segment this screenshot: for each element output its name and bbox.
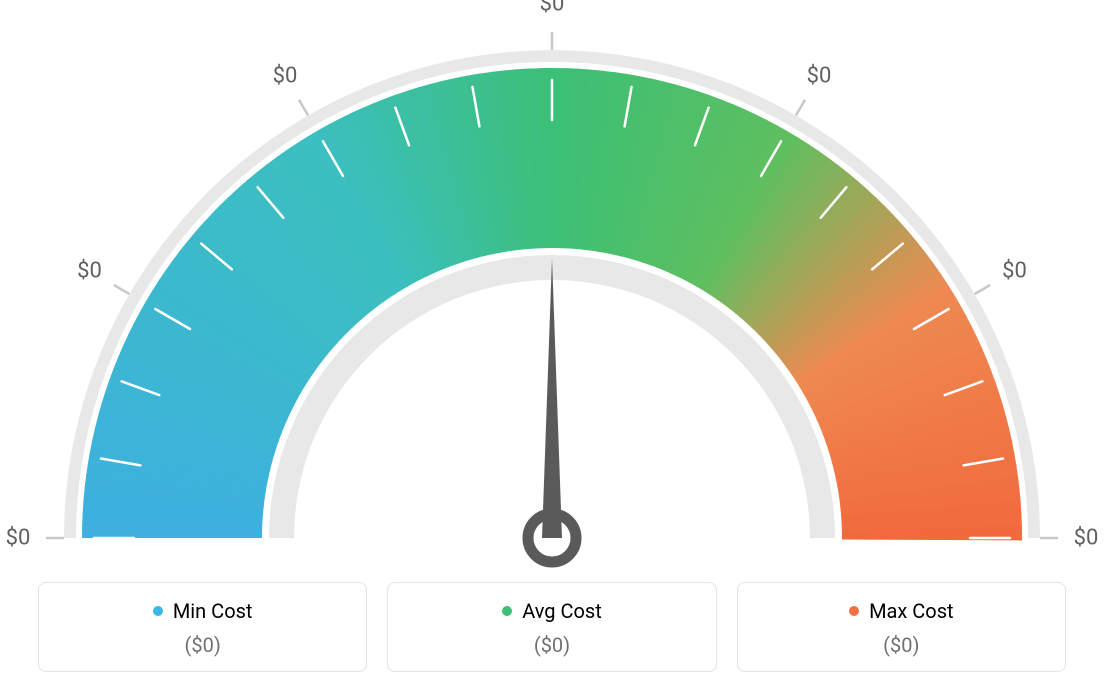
legend-label-min: Min Cost bbox=[173, 599, 253, 623]
legend-card-max: Max Cost ($0) bbox=[737, 582, 1066, 672]
legend-title-min: Min Cost bbox=[153, 599, 253, 623]
legend-card-avg: Avg Cost ($0) bbox=[387, 582, 716, 672]
gauge-svg bbox=[0, 20, 1104, 598]
gauge-tick-label: $0 bbox=[540, 0, 565, 17]
legend-title-avg: Avg Cost bbox=[502, 599, 602, 623]
gauge-tick-label: $0 bbox=[77, 259, 102, 284]
gauge-tick-label: $0 bbox=[1074, 526, 1099, 551]
legend-value-min: ($0) bbox=[49, 633, 356, 657]
legend-dot-min bbox=[153, 606, 163, 616]
legend-label-max: Max Cost bbox=[869, 599, 954, 623]
legend-title-max: Max Cost bbox=[849, 599, 954, 623]
gauge-container: $0 $0 $0 $0 $0 $0 $0 bbox=[0, 0, 1104, 580]
legend-dot-avg bbox=[502, 606, 512, 616]
legend-row: Min Cost ($0) Avg Cost ($0) Max Cost ($0… bbox=[0, 582, 1104, 690]
legend-card-min: Min Cost ($0) bbox=[38, 582, 367, 672]
legend-value-max: ($0) bbox=[748, 633, 1055, 657]
gauge-tick-label: $0 bbox=[1002, 259, 1027, 284]
gauge-tick-label: $0 bbox=[6, 526, 31, 551]
legend-dot-max bbox=[849, 606, 859, 616]
gauge-tick-label: $0 bbox=[273, 63, 298, 88]
gauge-tick-label: $0 bbox=[807, 63, 832, 88]
legend-label-avg: Avg Cost bbox=[522, 599, 602, 623]
legend-value-avg: ($0) bbox=[398, 633, 705, 657]
